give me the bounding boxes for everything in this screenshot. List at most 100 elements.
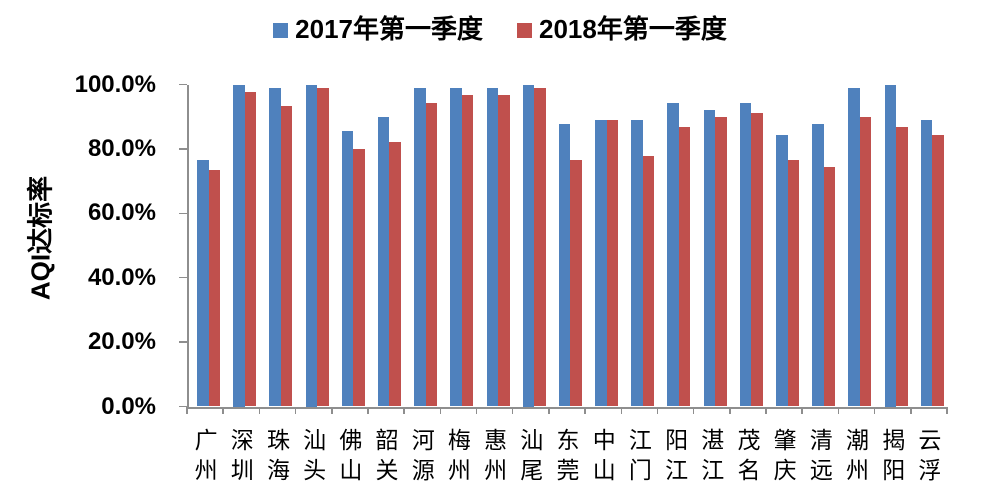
- bar-series-1-2017年第一季度: [739, 102, 752, 407]
- bar-series-2-2018年第一季度: [534, 88, 546, 407]
- x-axis-tick: [222, 406, 224, 414]
- y-axis-line: [187, 84, 189, 407]
- bar-series-2-2018年第一季度: [678, 127, 691, 407]
- bar-series-1-2017年第一季度: [341, 130, 354, 407]
- bar-series-1-2017年第一季度: [776, 134, 788, 407]
- bar-series-2-2018年第一季度: [896, 127, 908, 407]
- x-axis-label: 汕 尾: [520, 427, 544, 483]
- x-axis-label: 揭 阳: [882, 427, 906, 483]
- legend-swatch-2017-icon: [273, 23, 289, 38]
- y-axis-tick: [179, 276, 187, 279]
- bar-series-2-2018年第一季度: [751, 113, 763, 407]
- bar-series-1-2017年第一季度: [233, 84, 245, 407]
- x-axis-tick: [511, 406, 514, 414]
- y-axis-tick-label: 60.0%: [87, 199, 156, 227]
- bar-series-2-2018年第一季度: [244, 91, 257, 407]
- x-axis-tick: [186, 406, 188, 414]
- x-axis-label: 梅 州: [447, 427, 471, 483]
- bar-series-1-2017年第一季度: [558, 123, 571, 407]
- y-axis-tick: [179, 148, 187, 150]
- bar-series-2-2018年第一季度: [280, 106, 293, 407]
- bar-series-2-2018年第一季度: [823, 166, 836, 407]
- bar-series-1-2017年第一季度: [920, 120, 933, 407]
- x-axis-label: 湛 江: [701, 427, 725, 483]
- bar-series-2-2018年第一季度: [498, 95, 510, 407]
- y-axis-tick-label: 0.0%: [101, 392, 156, 420]
- x-axis-label: 佛 山: [339, 427, 363, 483]
- bar-series-2-2018年第一季度: [715, 116, 727, 407]
- bar-series-1-2017年第一季度: [884, 84, 897, 407]
- bar-series-2-2018年第一季度: [570, 159, 582, 407]
- x-axis-label: 潮 州: [846, 427, 870, 483]
- bar-series-2-2018年第一季度: [787, 159, 800, 407]
- y-axis-tick: [179, 83, 187, 86]
- y-axis-tick: [179, 212, 187, 215]
- x-axis-tick: [294, 406, 297, 414]
- x-axis-label: 云 浮: [918, 427, 942, 483]
- x-axis-label: 河 源: [411, 427, 435, 483]
- x-axis-tick: [548, 406, 550, 414]
- bar-series-2-2018年第一季度: [208, 170, 220, 407]
- x-axis-tick: [403, 406, 405, 414]
- x-axis-label: 清 远: [809, 427, 833, 483]
- x-axis-label: 肇 庆: [773, 427, 797, 483]
- bar-series-1-2017年第一季度: [631, 120, 643, 407]
- x-axis-label: 阳 江: [665, 427, 689, 483]
- bar-series-1-2017年第一季度: [667, 102, 679, 407]
- x-axis-tick: [656, 406, 659, 414]
- x-axis-label: 茂 名: [737, 427, 761, 483]
- x-axis-tick: [910, 406, 912, 414]
- x-axis-tick: [837, 406, 840, 414]
- x-axis-label: 中 山: [592, 427, 616, 483]
- x-axis-tick: [258, 406, 261, 414]
- bar-series-1-2017年第一季度: [450, 88, 462, 407]
- x-axis-tick: [620, 406, 623, 414]
- bar-series-2-2018年第一季度: [932, 134, 944, 407]
- legend-swatch-2018-icon: [517, 23, 532, 38]
- bar-series-1-2017年第一季度: [848, 88, 860, 407]
- bar-series-2-2018年第一季度: [606, 120, 619, 407]
- y-axis-tick: [179, 405, 187, 408]
- y-axis-tick-label: 40.0%: [87, 263, 156, 291]
- x-axis-label: 广 州: [194, 427, 218, 483]
- x-axis-tick: [729, 406, 731, 414]
- x-axis-label: 韶 关: [375, 427, 399, 483]
- x-axis-tick: [801, 406, 803, 414]
- bar-series-2-2018年第一季度: [859, 116, 872, 407]
- bar-series-2-2018年第一季度: [389, 141, 401, 407]
- bar-series-2-2018年第一季度: [317, 88, 329, 407]
- legend-item-2017-q1: 2017年第一季度: [273, 16, 483, 42]
- bar-series-2-2018年第一季度: [353, 148, 365, 407]
- x-axis-label: 惠 州: [484, 427, 508, 483]
- bar-series-1-2017年第一季度: [269, 88, 281, 407]
- bar-series-2-2018年第一季度: [461, 95, 474, 407]
- x-axis-label: 江 门: [628, 427, 652, 483]
- legend-label-2017-q1: 2017年第一季度: [295, 14, 483, 44]
- y-axis-tick-label: 100.0%: [74, 70, 156, 98]
- x-axis-label: 东 莞: [556, 427, 580, 483]
- x-axis-label: 汕 头: [303, 427, 327, 483]
- x-axis-tick: [946, 406, 948, 414]
- bar-series-2-2018年第一季度: [642, 155, 655, 407]
- bar-series-1-2017年第一季度: [486, 88, 499, 407]
- x-axis-tick: [584, 406, 586, 414]
- x-axis-tick: [873, 406, 876, 414]
- y-axis-title: AQI达标率: [25, 175, 56, 301]
- legend-label-2018-q1: 2018年第一季度: [539, 14, 727, 44]
- chart-legend: 2017年第一季度 2018年第一季度: [0, 16, 1000, 42]
- bar-series-1-2017年第一季度: [522, 84, 535, 407]
- bar-series-1-2017年第一季度: [414, 88, 426, 407]
- x-axis-tick: [765, 406, 767, 414]
- x-axis-label: 深 圳: [230, 427, 254, 483]
- x-axis-tick: [367, 406, 369, 414]
- x-axis-label: 珠 海: [266, 427, 290, 483]
- bar-series-2-2018年第一季度: [425, 102, 438, 407]
- x-axis-tick: [692, 406, 695, 414]
- y-axis-tick: [179, 341, 187, 343]
- x-axis-tick: [331, 406, 333, 414]
- x-axis-tick: [475, 406, 478, 414]
- x-axis-line: [186, 406, 947, 409]
- y-axis-tick-label: 80.0%: [87, 134, 156, 162]
- bar-series-1-2017年第一季度: [812, 123, 824, 407]
